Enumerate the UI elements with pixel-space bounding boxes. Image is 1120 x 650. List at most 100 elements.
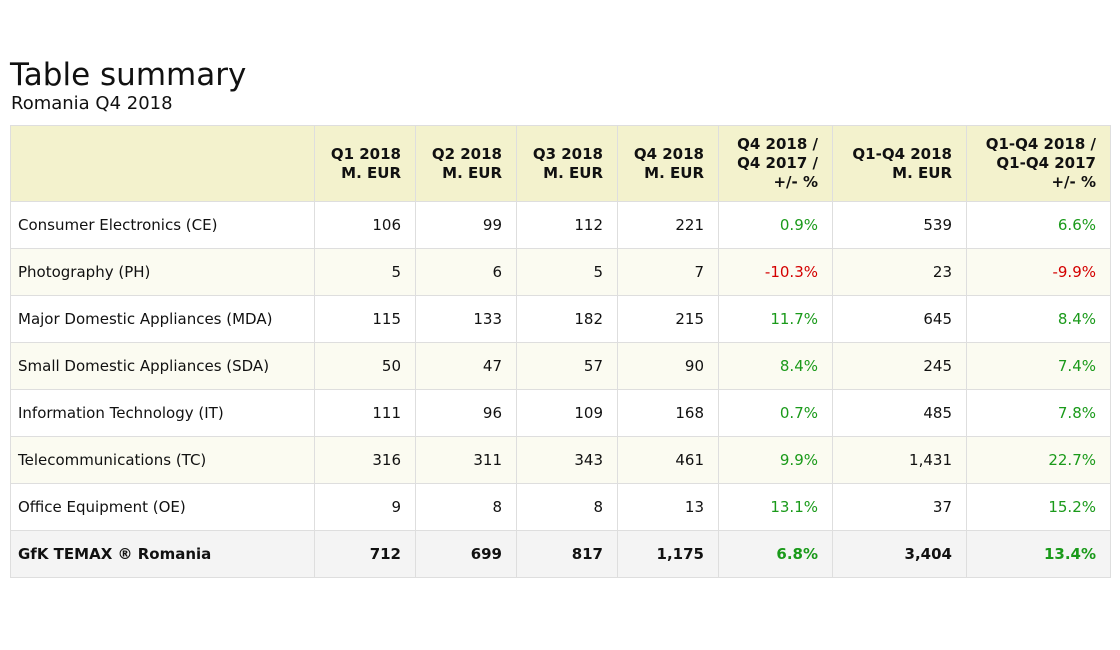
- header-line: Q1 2018: [330, 144, 401, 163]
- q4-cell: 168: [617, 389, 719, 437]
- table-row: Office Equipment (OE) 9 8 8 13 13.1% 37 15.2%: [10, 483, 1111, 531]
- full-year-change-cell: 6.6%: [966, 201, 1111, 249]
- q1-cell: 50: [314, 342, 416, 390]
- q4-change-cell: 0.9%: [718, 201, 833, 249]
- header-line: Q4 2017 /: [737, 154, 818, 172]
- full-year-cell: 645: [832, 295, 967, 343]
- full-year-change-cell: -9.9%: [966, 248, 1111, 296]
- q4-cell: 7: [617, 248, 719, 296]
- q3-cell: 5: [516, 248, 618, 296]
- q1-cell: 9: [314, 483, 416, 531]
- header-cell-q2: Q2 2018 M. EUR: [415, 125, 517, 202]
- q3-cell: 817: [516, 530, 618, 578]
- header-line: +/- %: [773, 173, 818, 191]
- q2-cell: 99: [415, 201, 517, 249]
- full-year-cell: 539: [832, 201, 967, 249]
- header-line: Q4 2018: [633, 144, 704, 163]
- q4-cell: 221: [617, 201, 719, 249]
- category-cell: Telecommunications (TC): [10, 436, 315, 484]
- total-row: GfK TEMAX ® Romania 712 699 817 1,175 6.8% 3,4…: [10, 530, 1111, 578]
- q3-cell: 182: [516, 295, 618, 343]
- header-line: Q1-Q4 2018: [852, 144, 952, 163]
- q1-cell: 712: [314, 530, 416, 578]
- header-cell-q1: Q1 2018 M. EUR: [314, 125, 416, 202]
- header-line: Q4 2018 /: [737, 135, 818, 153]
- q4-cell: 13: [617, 483, 719, 531]
- category-cell: Consumer Electronics (CE): [10, 201, 315, 249]
- q3-cell: 112: [516, 201, 618, 249]
- full-year-change-cell: 7.4%: [966, 342, 1111, 390]
- q2-cell: 311: [415, 436, 517, 484]
- full-year-cell: 23: [832, 248, 967, 296]
- table-row: Telecommunications (TC) 316 311 343 461 9.9% 1…: [10, 436, 1111, 484]
- q3-cell: 343: [516, 436, 618, 484]
- category-cell: Major Domestic Appliances (MDA): [10, 295, 315, 343]
- q2-cell: 6: [415, 248, 517, 296]
- header-cell-q4-change: Q4 2018 /Q4 2017 /+/- %: [718, 125, 833, 202]
- header-cell-q4: Q4 2018 M. EUR: [617, 125, 719, 202]
- summary-page: Table summary Romania Q4 2018 Q1 2018 M. …: [10, 57, 1111, 578]
- q4-cell: 1,175: [617, 530, 719, 578]
- table-row: Photography (PH) 5 6 5 7 -10.3% 23 -9.9%: [10, 248, 1111, 296]
- table-row: Small Domestic Appliances (SDA) 50 47 57 90 8…: [10, 342, 1111, 390]
- q4-cell: 90: [617, 342, 719, 390]
- q4-change-cell: 9.9%: [718, 436, 833, 484]
- q4-change-cell: 11.7%: [718, 295, 833, 343]
- page-title: Table summary: [10, 57, 247, 93]
- category-cell: Small Domestic Appliances (SDA): [10, 342, 315, 390]
- header-line: +/- %: [1051, 173, 1096, 191]
- header-line: M. EUR: [442, 163, 502, 182]
- q2-cell: 96: [415, 389, 517, 437]
- q2-cell: 47: [415, 342, 517, 390]
- table-body: Consumer Electronics (CE) 106 99 112 221 0.9%…: [10, 201, 1111, 578]
- q1-cell: 5: [314, 248, 416, 296]
- q2-cell: 699: [415, 530, 517, 578]
- header-line: Q1-Q4 2018 /: [985, 135, 1096, 153]
- header-cell-full-year: Q1-Q4 2018 M. EUR: [832, 125, 967, 202]
- q2-cell: 133: [415, 295, 517, 343]
- header-line: Q3 2018: [532, 144, 603, 163]
- q4-change-cell: 6.8%: [718, 530, 833, 578]
- page-subtitle: Romania Q4 2018: [11, 93, 173, 114]
- full-year-change-cell: 8.4%: [966, 295, 1111, 343]
- q3-cell: 57: [516, 342, 618, 390]
- header-row: Q1 2018 M. EUR Q2 2018 M. EUR Q3 2018 M. EU…: [10, 125, 1111, 202]
- q4-change-cell: -10.3%: [718, 248, 833, 296]
- header-line: M. EUR: [644, 163, 704, 182]
- q1-cell: 316: [314, 436, 416, 484]
- header-line: M. EUR: [892, 163, 952, 182]
- full-year-cell: 1,431: [832, 436, 967, 484]
- q4-cell: 215: [617, 295, 719, 343]
- q1-cell: 106: [314, 201, 416, 249]
- header-line: M. EUR: [543, 163, 603, 182]
- q4-change-cell: 13.1%: [718, 483, 833, 531]
- full-year-cell: 3,404: [832, 530, 967, 578]
- table-header: Q1 2018 M. EUR Q2 2018 M. EUR Q3 2018 M. EU…: [10, 125, 1111, 202]
- header-cell-full-year-change: Q1-Q4 2018 /Q1-Q4 2017 +/- %: [966, 125, 1111, 202]
- q1-cell: 111: [314, 389, 416, 437]
- category-cell: Office Equipment (OE): [10, 483, 315, 531]
- q4-cell: 461: [617, 436, 719, 484]
- table-row: Major Domestic Appliances (MDA) 115 133 182…: [10, 295, 1111, 343]
- full-year-cell: 37: [832, 483, 967, 531]
- q3-cell: 8: [516, 483, 618, 531]
- header-line: Q2 2018: [431, 144, 502, 163]
- full-year-change-cell: 13.4%: [966, 530, 1111, 578]
- header-line: M. EUR: [341, 163, 401, 182]
- q3-cell: 109: [516, 389, 618, 437]
- q4-change-cell: 8.4%: [718, 342, 833, 390]
- table-row: Information Technology (IT) 111 96 109 168 0.…: [10, 389, 1111, 437]
- category-cell: GfK TEMAX ® Romania: [10, 530, 315, 578]
- q2-cell: 8: [415, 483, 517, 531]
- q1-cell: 115: [314, 295, 416, 343]
- header-cell-q3: Q3 2018 M. EUR: [516, 125, 618, 202]
- full-year-change-cell: 15.2%: [966, 483, 1111, 531]
- header-line: Q1-Q4 2017: [996, 154, 1096, 172]
- category-cell: Information Technology (IT): [10, 389, 315, 437]
- table-row: Consumer Electronics (CE) 106 99 112 221 0.9%…: [10, 201, 1111, 249]
- q4-change-cell: 0.7%: [718, 389, 833, 437]
- summary-table: Q1 2018 M. EUR Q2 2018 M. EUR Q3 2018 M. EU…: [10, 125, 1111, 578]
- full-year-cell: 245: [832, 342, 967, 390]
- full-year-change-cell: 22.7%: [966, 436, 1111, 484]
- full-year-change-cell: 7.8%: [966, 389, 1111, 437]
